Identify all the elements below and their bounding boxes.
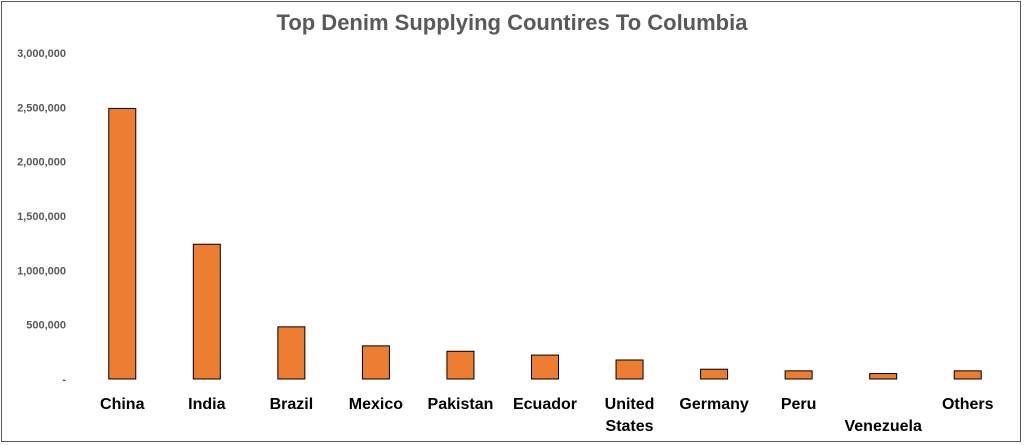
- y-tick-label: 500,000: [26, 320, 66, 332]
- x-tick-label: Brazil: [270, 396, 314, 413]
- bar: [953, 370, 982, 380]
- bar: [361, 345, 390, 380]
- bar: [784, 370, 813, 380]
- x-tick-label: India: [188, 396, 225, 413]
- bar: [192, 243, 221, 380]
- chart-title: Top Denim Supplying Countires To Columbi…: [276, 10, 748, 35]
- y-axis: - 500,000 1,000,000 1,500,000 2,000,000 2,500…: [17, 48, 66, 386]
- y-tick-label: 1,500,000: [17, 211, 66, 223]
- x-tick-label: Mexico: [349, 396, 403, 413]
- x-axis: China India Brazil Mexico Pakistan Ecuador Uni…: [100, 396, 994, 435]
- x-tick-label: Ecuador: [513, 396, 577, 413]
- x-tick-label: Venezuela: [844, 418, 921, 435]
- y-tick-label: 3,000,000: [17, 48, 66, 60]
- x-tick-label: China: [100, 396, 145, 413]
- y-tick-label: -: [62, 374, 66, 386]
- bar: [700, 368, 729, 380]
- bars: [108, 107, 982, 380]
- bar: [446, 350, 475, 380]
- x-tick-label: Others: [942, 396, 994, 413]
- y-tick-label: 2,000,000: [17, 157, 66, 169]
- bar: [531, 354, 559, 380]
- x-tick-label: Peru: [781, 396, 817, 413]
- bar: [277, 326, 306, 380]
- x-tick-label: Pakistan: [428, 396, 494, 413]
- bar: [615, 359, 644, 380]
- bar: [869, 373, 898, 380]
- bar: [108, 107, 137, 380]
- x-tick-label: United States: [605, 396, 655, 435]
- y-tick-label: 2,500,000: [17, 102, 66, 114]
- y-tick-label: 1,000,000: [17, 265, 66, 277]
- x-tick-label: Germany: [679, 396, 748, 413]
